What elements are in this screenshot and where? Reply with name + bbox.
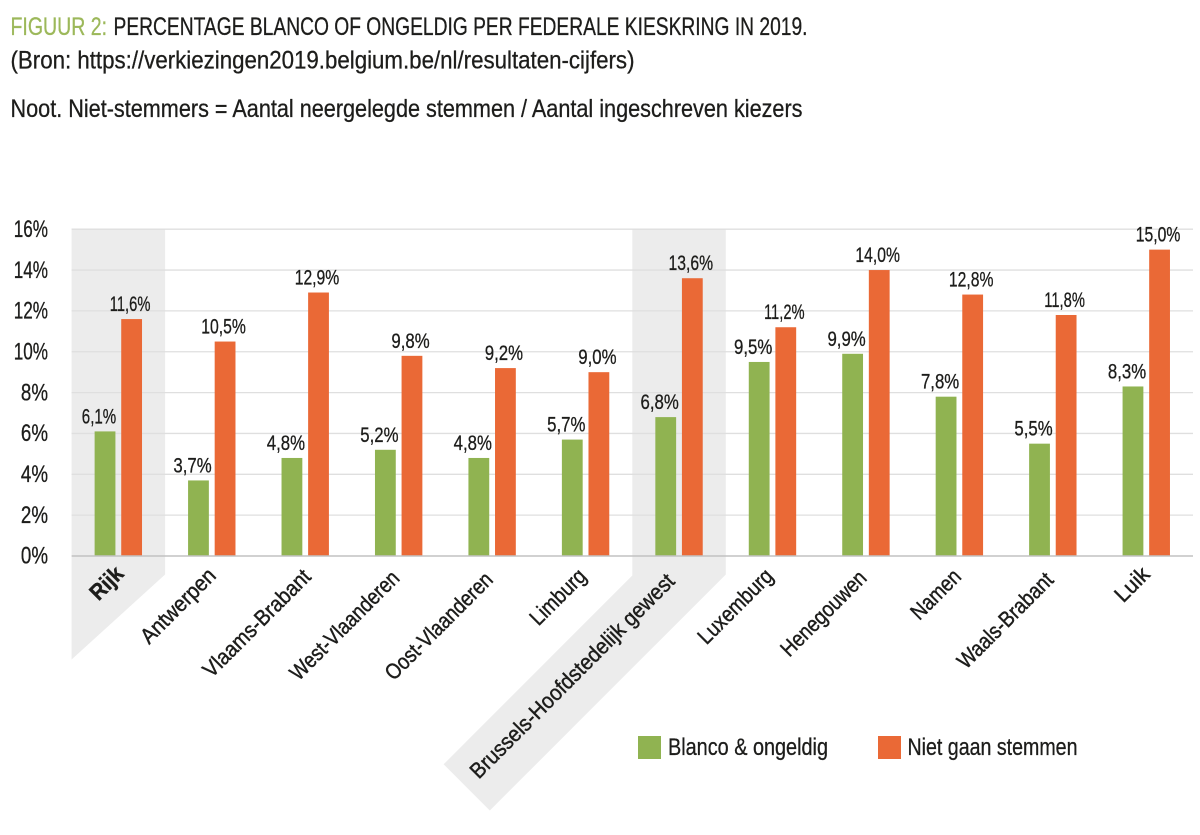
svg-text:5,2%: 5,2% <box>360 424 398 447</box>
svg-text:10,5%: 10,5% <box>201 316 246 339</box>
svg-text:6,8%: 6,8% <box>641 391 679 414</box>
svg-text:9,2%: 9,2% <box>485 342 523 365</box>
svg-text:15,0%: 15,0% <box>1136 224 1181 247</box>
svg-text:PERCENTAGE BLANCO OF ONGELDIG: PERCENTAGE BLANCO OF ONGELDIG PER FEDERA… <box>114 13 808 41</box>
svg-text:16%: 16% <box>14 216 48 243</box>
svg-text:8,3%: 8,3% <box>1108 361 1146 384</box>
svg-text:9,0%: 9,0% <box>578 346 616 369</box>
svg-text:8%: 8% <box>21 379 48 406</box>
svg-text:5,7%: 5,7% <box>547 414 585 437</box>
svg-text:0%: 0% <box>21 543 48 570</box>
svg-text:11,8%: 11,8% <box>1044 289 1085 312</box>
svg-text:10%: 10% <box>14 338 48 365</box>
svg-text:3,7%: 3,7% <box>173 454 211 477</box>
svg-text:4,8%: 4,8% <box>267 432 305 455</box>
svg-text:12,9%: 12,9% <box>295 267 340 290</box>
svg-text:7,8%: 7,8% <box>921 371 959 394</box>
svg-text:6%: 6% <box>21 420 48 447</box>
svg-text:13,6%: 13,6% <box>669 252 714 275</box>
svg-text:9,8%: 9,8% <box>391 330 429 353</box>
svg-text:9,5%: 9,5% <box>734 336 772 359</box>
svg-text:4%: 4% <box>21 461 48 488</box>
svg-text:14,0%: 14,0% <box>855 244 900 267</box>
svg-text:Blanco & ongeldig: Blanco & ongeldig <box>668 734 828 761</box>
svg-text:12,8%: 12,8% <box>949 269 994 292</box>
svg-text:12%: 12% <box>14 298 48 325</box>
svg-text:5,5%: 5,5% <box>1014 418 1052 441</box>
svg-text:2%: 2% <box>21 502 48 529</box>
svg-text:4,8%: 4,8% <box>454 432 492 455</box>
svg-text:FIGUUR 2:: FIGUUR 2: <box>11 13 108 41</box>
svg-text:Noot. Niet-stemmers = Aantal n: Noot. Niet-stemmers = Aantal neergelegde… <box>11 95 803 123</box>
svg-text:11,6%: 11,6% <box>110 293 151 316</box>
svg-text:14%: 14% <box>14 257 48 284</box>
svg-text:(Bron: https://verkiezingen201: (Bron: https://verkiezingen2019.belgium.… <box>11 47 635 75</box>
svg-text:9,9%: 9,9% <box>827 328 865 351</box>
svg-text:11,2%: 11,2% <box>764 301 805 324</box>
svg-text:Niet gaan stemmen: Niet gaan stemmen <box>908 734 1078 761</box>
svg-text:6,1%: 6,1% <box>82 405 116 428</box>
